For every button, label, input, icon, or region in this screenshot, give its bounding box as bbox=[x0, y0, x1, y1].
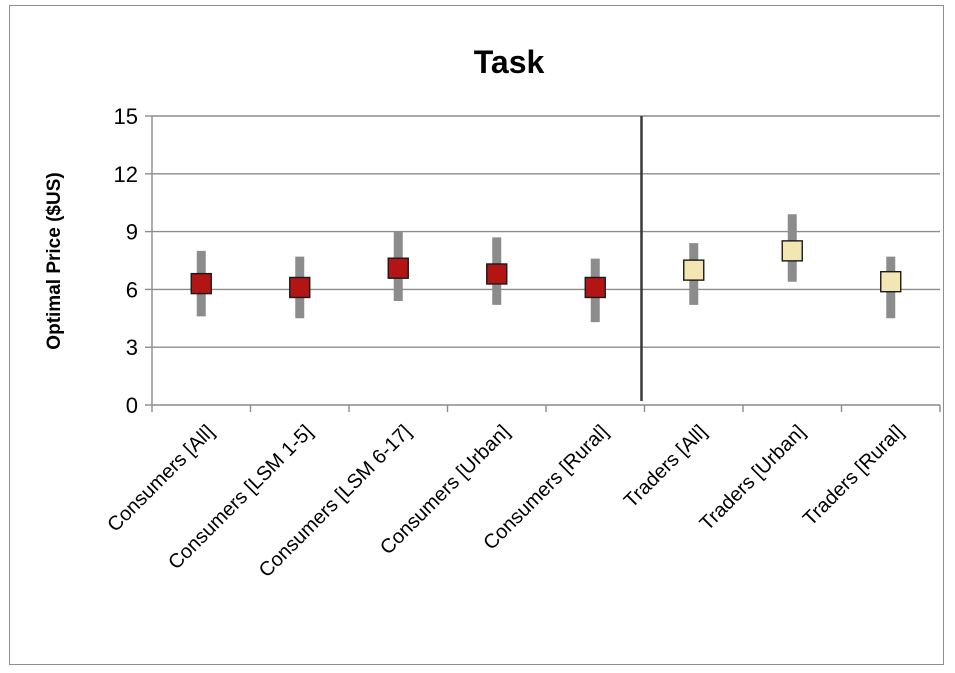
x-tick-label: Traders [Urban] bbox=[696, 421, 810, 535]
data-point-marker bbox=[387, 257, 409, 279]
y-tick-label: 15 bbox=[114, 104, 138, 129]
data-point-marker bbox=[289, 276, 311, 299]
y-tick-labels: 0 3 6 9 12 15 bbox=[114, 104, 138, 418]
x-tick-labels: Consumers [All]Consumers [LSM 1-5]Consum… bbox=[103, 421, 908, 582]
x-tick-label: Traders [Rural] bbox=[799, 421, 908, 530]
data-markers bbox=[190, 240, 902, 299]
data-point-marker bbox=[486, 263, 508, 285]
data-point-marker bbox=[584, 276, 606, 299]
x-tick-label: Traders [All] bbox=[620, 421, 711, 512]
chart-title: Task bbox=[474, 44, 545, 80]
x-tick-label: Consumers [All] bbox=[103, 421, 218, 536]
data-point-marker bbox=[683, 259, 705, 281]
data-point-marker bbox=[781, 240, 803, 262]
y-tick-label: 0 bbox=[126, 393, 138, 418]
y-tick-label: 6 bbox=[126, 277, 138, 302]
range-bars bbox=[196, 214, 896, 323]
data-point-marker bbox=[880, 270, 902, 293]
grid-layer bbox=[152, 115, 940, 348]
y-axis-label: Optimal Price ($US) bbox=[44, 172, 65, 349]
chart-frame bbox=[9, 5, 944, 665]
y-tick-label: 12 bbox=[114, 162, 138, 187]
data-point-marker bbox=[190, 272, 212, 295]
axis-layer bbox=[145, 115, 941, 412]
y-tick-label: 3 bbox=[126, 335, 138, 360]
y-tick-label: 9 bbox=[126, 220, 138, 245]
